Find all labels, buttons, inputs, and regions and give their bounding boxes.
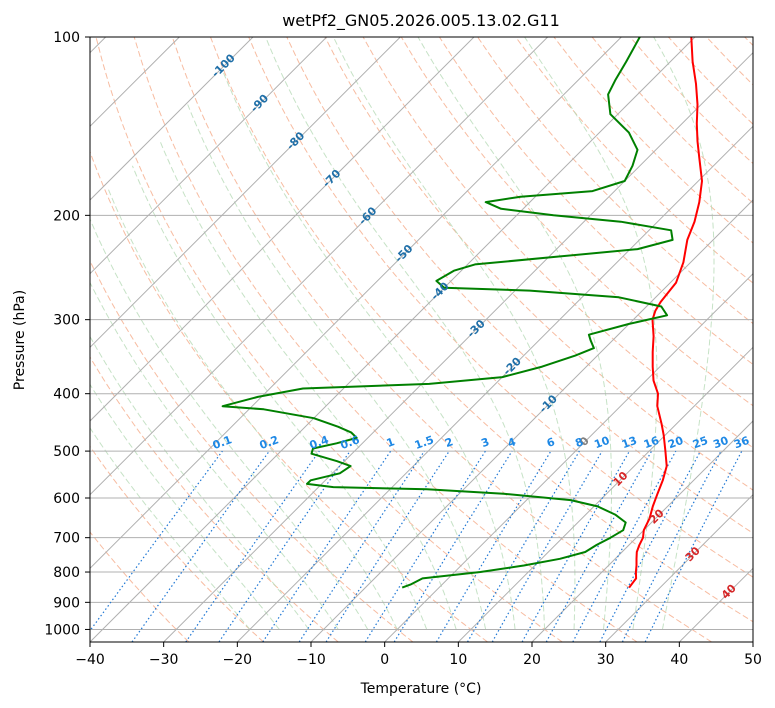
- moist-adiabat: [90, 427, 251, 630]
- mixing-ratio-line: [262, 450, 392, 642]
- mixing-ratio-line: [325, 450, 450, 642]
- isotherm-line: [752, 641, 753, 642]
- mixing-ratio-line: [218, 450, 351, 642]
- moist-adiabat: [90, 281, 339, 630]
- axes: −40 −30 −20 −10 0 10 20 30 40 5010020030040050060…: [44, 30, 762, 668]
- dry-adiabat: [90, 531, 190, 642]
- x-tick-label: −40: [75, 652, 105, 668]
- moist-adiabat: [90, 335, 310, 630]
- temperature-line: [628, 37, 703, 589]
- moist-adiabat: [131, 165, 428, 630]
- mixing-ratio-line: [90, 450, 223, 632]
- isotherm-line: [457, 346, 753, 642]
- mixing-ratio-line: [545, 450, 653, 642]
- chart-title: wetPf2_GN05.2026.005.13.02.G11: [282, 11, 560, 31]
- x-tick-label: 50: [744, 652, 762, 668]
- mixing-ratio-line: [644, 450, 743, 642]
- dry-adiabat: [90, 356, 339, 642]
- dry-adiabat: [438, 37, 753, 366]
- y-tick-label: 400: [53, 387, 80, 403]
- dry-adiabat: [210, 37, 753, 623]
- isotherm-line: [236, 125, 753, 642]
- x-tick-label: 20: [523, 652, 541, 668]
- moist-adiabat: [159, 141, 457, 630]
- isotherm-line: [90, 37, 622, 570]
- mixing-ratio-label: 1: [385, 435, 397, 450]
- x-tick-label: −30: [149, 652, 179, 668]
- isotherm-line: [90, 37, 475, 422]
- isotherm-line: [384, 272, 753, 642]
- mixing-ratio-label: 0.4: [308, 433, 331, 452]
- y-tick-label: 600: [53, 491, 80, 507]
- mixing-ratio-label: 0.2: [258, 433, 281, 452]
- mixing-ratio-label: 25: [691, 434, 710, 451]
- y-tick-label: 900: [53, 595, 80, 611]
- isotherm-line: [90, 37, 328, 275]
- moist-adiabat: [90, 217, 369, 630]
- mixing-ratio-label: 1.5: [413, 433, 436, 452]
- mixing-ratio-label: 8: [573, 435, 585, 450]
- mixing-ratio-line: [298, 450, 425, 642]
- mixing-ratio-line: [521, 450, 631, 642]
- y-tick-label: 100: [53, 30, 80, 46]
- y-tick-label: 500: [53, 444, 80, 460]
- moist-adiabat: [223, 72, 516, 630]
- y-tick-label: 800: [53, 565, 80, 581]
- mixing-ratio-label: 0.1: [211, 433, 234, 452]
- y-tick-label: 300: [53, 313, 80, 329]
- dewpoint-line: [221, 37, 674, 589]
- mixing-ratio-label: 10: [593, 434, 612, 452]
- x-tick-label: −10: [296, 652, 326, 668]
- mixing-ratio-line: [185, 450, 320, 642]
- mixing-ratio-line: [131, 450, 270, 642]
- dry-adiabat: [90, 150, 488, 642]
- mixing-ratio-label: 3: [479, 435, 491, 450]
- mixing-ratio-label: 4: [506, 435, 518, 450]
- moist-adiabat: [265, 37, 546, 630]
- y-tick-label: 200: [53, 208, 80, 224]
- x-tick-label: 30: [597, 652, 615, 668]
- isotherm-line: [90, 37, 254, 201]
- dry-adiabat: [90, 445, 264, 642]
- y-tick-label: 1000: [44, 622, 80, 638]
- isotherm-line: [531, 420, 753, 642]
- x-tick-label: 10: [449, 652, 467, 668]
- x-tick-label: 40: [670, 652, 688, 668]
- mixing-ratio-label: 13: [620, 434, 639, 451]
- mixing-ratio-line: [393, 450, 513, 642]
- profile-lines: [221, 37, 703, 589]
- y-tick-label: 700: [53, 531, 80, 547]
- mixing-ratio-label: 16: [642, 434, 661, 452]
- mixing-ratio-label: 20: [666, 434, 685, 452]
- moist-adiabat: [653, 37, 715, 630]
- dry-adiabat: [248, 37, 753, 578]
- moist-adiabat: [417, 37, 612, 630]
- plot-area: [90, 37, 753, 642]
- mixing-ratio-label: 30: [711, 434, 730, 452]
- moist-adiabat: [187, 104, 487, 630]
- dry-adiabat: [133, 37, 638, 642]
- isotherm-line: [163, 51, 753, 642]
- mixing-ratio-label: 2: [443, 435, 455, 450]
- isotherm-line: [90, 37, 549, 496]
- x-axis-title: Temperature (°C): [360, 681, 482, 697]
- mixing-ratio-label: 6: [545, 435, 557, 450]
- plot-frame: [89, 36, 754, 643]
- y-axis-title: Pressure (hPa): [12, 290, 28, 390]
- isotherm-line: [90, 37, 401, 349]
- x-tick-label: −20: [223, 652, 253, 668]
- mixing-ratio-label: 0.6: [339, 433, 362, 452]
- background-lines: [90, 37, 753, 642]
- isotherm-line: [310, 199, 753, 642]
- mixing-ratio-line: [572, 450, 677, 642]
- dry-adiabat: [400, 37, 753, 407]
- mixing-ratio-label: 36: [732, 434, 751, 452]
- x-tick-label: 0: [380, 652, 389, 668]
- dry-adiabat: [515, 37, 753, 284]
- isotherm-line: [605, 493, 753, 642]
- moist-adiabat: [107, 188, 398, 630]
- moist-adiabat: [524, 37, 658, 630]
- isotherm-line: [90, 37, 696, 642]
